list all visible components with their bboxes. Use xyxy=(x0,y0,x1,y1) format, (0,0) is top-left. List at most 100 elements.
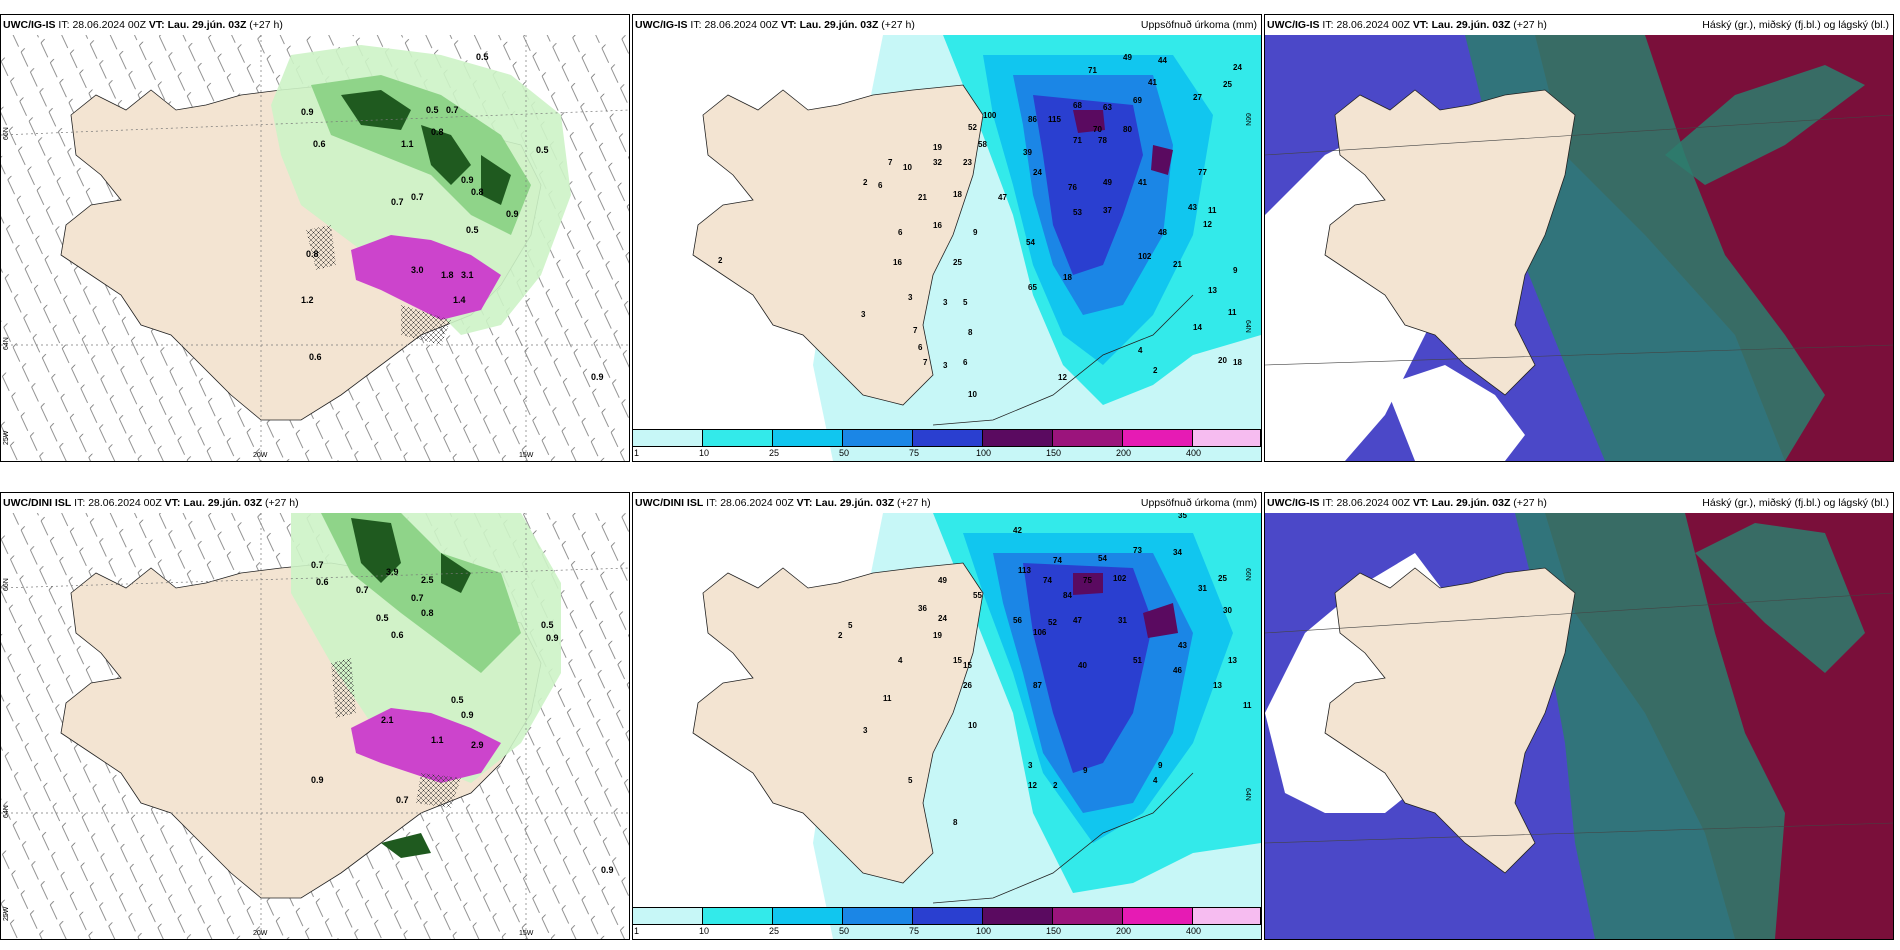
value-label: 113 xyxy=(1018,566,1031,575)
value-label: 10 xyxy=(968,390,977,399)
value-label: 0.8 xyxy=(306,249,319,259)
coastline xyxy=(932,294,1194,426)
value-label: 2 xyxy=(838,631,843,640)
value-label: 74 xyxy=(1053,556,1062,565)
panel-subtitle: Uppsöfnuð úrkoma (mm) xyxy=(1140,19,1257,31)
value-label: 6 xyxy=(898,228,903,237)
value-label: 10 xyxy=(903,163,912,172)
value-label: 0.7 xyxy=(396,795,409,805)
value-label: 1.1 xyxy=(431,735,444,745)
colorbar-swatch xyxy=(1193,907,1261,925)
value-label: 4 xyxy=(898,656,903,665)
value-label: 73 xyxy=(1133,546,1142,555)
value-label: 3 xyxy=(1028,761,1033,770)
mid-cloud-streak xyxy=(1695,523,1865,673)
panel-subtitle: Uppsöfnuð úrkoma (mm) xyxy=(1140,497,1257,509)
clear-area xyxy=(1385,365,1525,461)
value-label: 4 xyxy=(1153,776,1158,785)
lat-label: 64N xyxy=(1244,320,1251,333)
value-label: 0.8 xyxy=(431,127,444,137)
cloud-cover-map xyxy=(1265,513,1893,939)
value-label: 49 xyxy=(1103,178,1112,187)
map-canvas: 42 35 73 34 74 54 113 74 75 102 31 25 49… xyxy=(633,513,1261,939)
value-label: 18 xyxy=(1063,273,1072,282)
value-label: 0.9 xyxy=(461,175,474,185)
value-label: 9 xyxy=(1083,766,1088,775)
value-label: 0.7 xyxy=(411,593,424,603)
colorbar-tick: 75 xyxy=(909,448,920,458)
value-label: 0.6 xyxy=(391,630,404,640)
value-label: 0.5 xyxy=(466,225,479,235)
colorbar-tick: 10 xyxy=(699,448,710,458)
value-label: 3 xyxy=(943,361,948,370)
value-label: 7 xyxy=(888,158,893,167)
colorbar-tick: 75 xyxy=(909,926,920,936)
iceland-land xyxy=(1324,567,1576,874)
value-label: 43 xyxy=(1188,203,1197,212)
value-label: 25 xyxy=(953,258,962,267)
value-label: 10 xyxy=(968,721,977,730)
value-label: 3 xyxy=(908,293,913,302)
value-label: 106 xyxy=(1033,628,1047,637)
mid-cloud xyxy=(1515,513,1785,939)
value-label: 9 xyxy=(1158,761,1163,770)
value-label: 31 xyxy=(1118,616,1127,625)
colorbar-swatch xyxy=(1123,907,1193,925)
value-label: 13 xyxy=(1208,286,1217,295)
value-label: 0.5 xyxy=(541,620,554,630)
accum-band-5 xyxy=(1073,110,1173,175)
lon-label: 15W xyxy=(519,452,534,459)
value-label: 11 xyxy=(1243,701,1252,710)
value-label: 3 xyxy=(863,726,868,735)
panel-header: UWC/IG-IS IT: 28.06.2024 00Z VT: Lau. 29… xyxy=(633,15,1261,35)
value-label: 48 xyxy=(1158,228,1167,237)
value-label: 63 xyxy=(1103,103,1112,112)
value-label: 71 xyxy=(1073,136,1082,145)
value-label: 0.5 xyxy=(536,145,549,155)
colorbar: 1 10 25 50 75 100 150 200 400 xyxy=(633,429,1261,459)
value-label: 0.7 xyxy=(356,585,369,595)
value-label: 9 xyxy=(973,228,978,237)
value-label: 0.7 xyxy=(446,105,459,115)
value-label: 30 xyxy=(1223,606,1232,615)
value-label: 54 xyxy=(1026,238,1035,247)
value-label: 37 xyxy=(1103,206,1112,215)
colorbar-swatch xyxy=(1193,429,1261,447)
value-label: 69 xyxy=(1133,96,1142,105)
value-label: 2 xyxy=(1153,366,1158,375)
value-label: 3 xyxy=(861,310,866,319)
colorbar-swatch xyxy=(983,429,1053,447)
colorbar-swatch xyxy=(1053,907,1123,925)
colorbar-tick: 50 xyxy=(839,448,850,458)
precip-wind-map: 0.5 0.9 0.6 0.5 0.7 1.1 0.8 0.5 0.7 0.9 … xyxy=(1,35,629,461)
map-canvas: 0.5 0.9 0.6 0.5 0.7 1.1 0.8 0.5 0.7 0.9 … xyxy=(1,35,629,461)
colorbar-swatch xyxy=(773,907,843,925)
colorbar-tick: 200 xyxy=(1116,926,1132,936)
precip-dark xyxy=(351,518,471,858)
value-label: 49 xyxy=(938,576,947,585)
value-label: 6 xyxy=(918,343,923,352)
lat-label: 64N xyxy=(3,805,10,818)
accum-band-5 xyxy=(1073,573,1178,638)
value-label: 3.1 xyxy=(461,270,474,280)
value-label: 0.8 xyxy=(471,187,484,197)
panel-subtitle: Háský (gr.), miðský (fj.bl.) og lágský (… xyxy=(1702,19,1889,31)
value-label: 5 xyxy=(848,621,853,630)
value-label: 115 xyxy=(1048,115,1061,124)
value-label: 9 xyxy=(1233,266,1238,275)
value-label: 24 xyxy=(1033,168,1042,177)
panel-bottom-left: UWC/DINI ISL IT: 28.06.2024 00Z VT: Lau.… xyxy=(0,492,630,940)
value-label: 18 xyxy=(953,190,962,199)
value-label: 27 xyxy=(1193,93,1202,102)
panel-bottom-right: UWC/IG-IS IT: 28.06.2024 00Z VT: Lau. 29… xyxy=(1264,492,1894,940)
value-label: 20 xyxy=(1218,356,1227,365)
value-label: 11 xyxy=(1208,206,1217,215)
value-label: 1.2 xyxy=(301,295,314,305)
value-label: 100 xyxy=(983,111,997,120)
value-label: 26 xyxy=(963,681,972,690)
panel-subtitle: Háský (gr.), miðský (fj.bl.) og lágský (… xyxy=(1702,497,1889,509)
value-label: 102 xyxy=(1113,574,1127,583)
precip-dark xyxy=(341,90,511,205)
value-label: 102 xyxy=(1138,252,1152,261)
value-label: 39 xyxy=(1023,148,1032,157)
